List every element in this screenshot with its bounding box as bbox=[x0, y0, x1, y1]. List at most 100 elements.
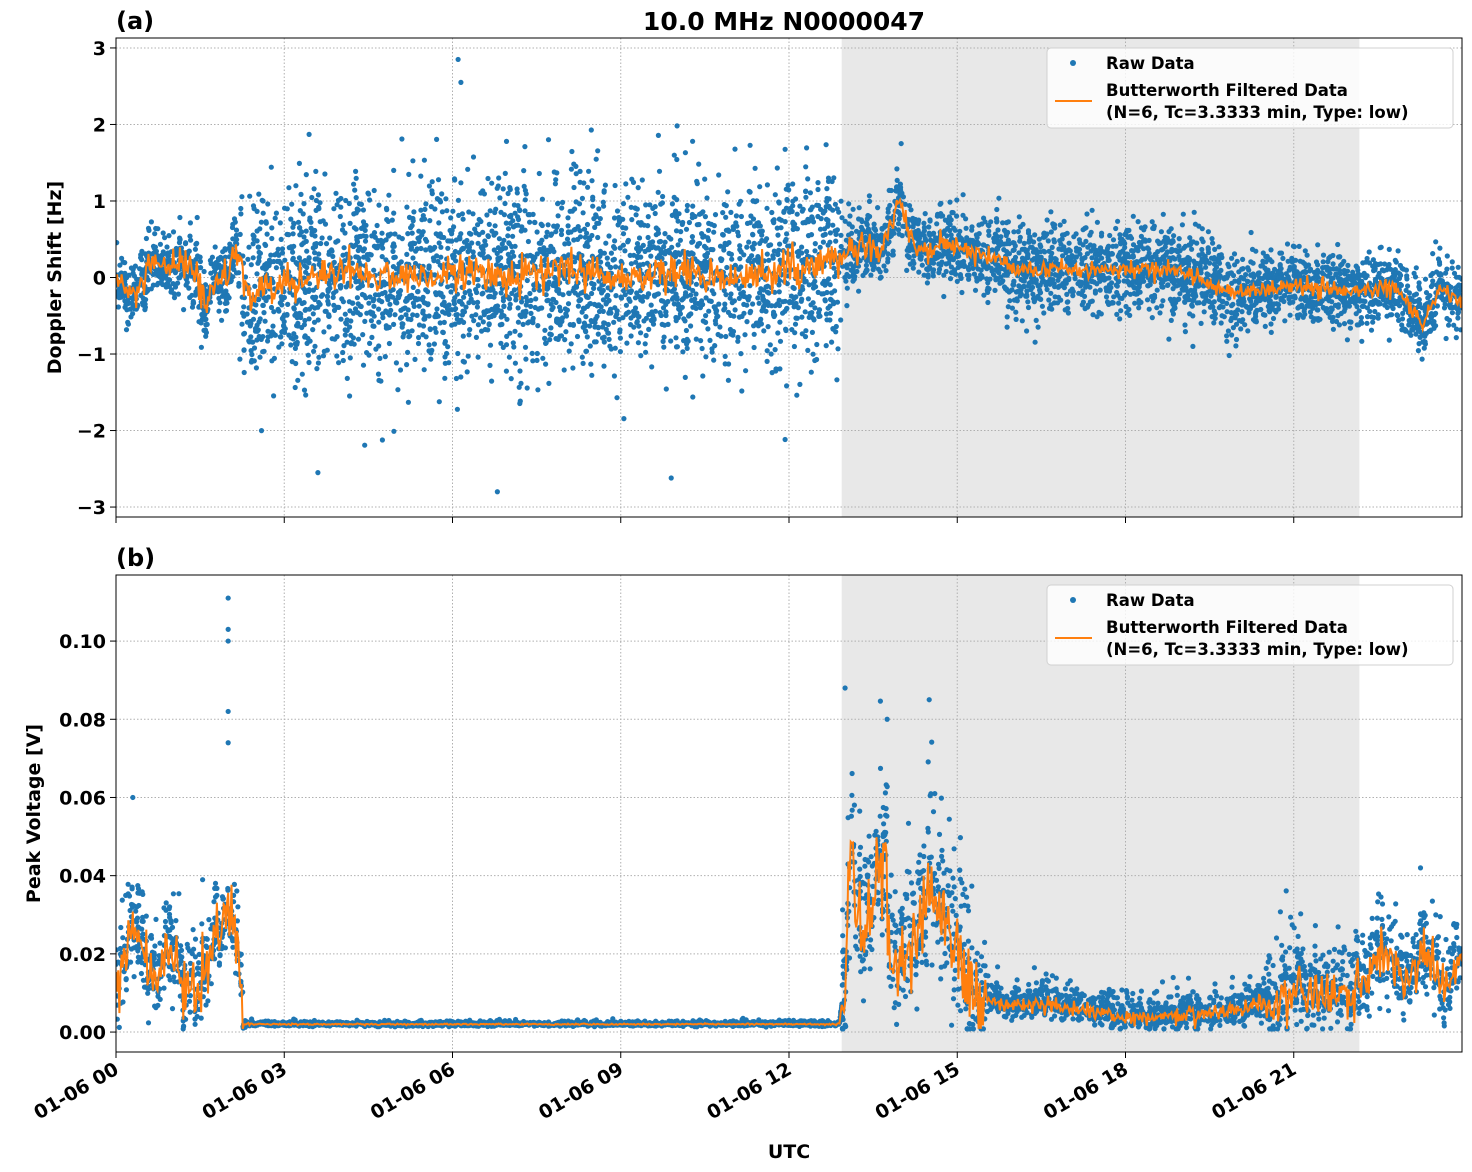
raw-data-point bbox=[977, 258, 983, 264]
raw-data-point bbox=[585, 184, 591, 190]
raw-data-point bbox=[1328, 305, 1334, 311]
raw-data-point bbox=[639, 298, 646, 304]
raw-data-point bbox=[808, 302, 814, 308]
raw-data-point bbox=[890, 252, 896, 258]
raw-data-point bbox=[491, 247, 497, 253]
raw-data-point bbox=[253, 302, 259, 308]
raw-data-point bbox=[586, 168, 592, 174]
raw-data-point bbox=[728, 312, 734, 318]
raw-data-point bbox=[590, 197, 596, 203]
raw-data-point bbox=[1041, 310, 1047, 316]
raw-data-point bbox=[514, 186, 520, 192]
raw-data-point bbox=[265, 201, 271, 207]
raw-data-point bbox=[710, 247, 716, 253]
raw-data-point bbox=[706, 298, 713, 304]
raw-data-point bbox=[373, 346, 379, 352]
raw-data-point bbox=[791, 343, 798, 350]
raw-data-point bbox=[1205, 229, 1211, 235]
raw-data-point bbox=[433, 290, 439, 296]
raw-data-point bbox=[460, 308, 466, 314]
raw-data-point bbox=[375, 371, 382, 377]
raw-data-point bbox=[883, 268, 889, 274]
raw-data-point bbox=[309, 194, 315, 201]
raw-data-point bbox=[582, 234, 588, 240]
raw-data-point bbox=[1176, 236, 1182, 242]
raw-data-point bbox=[635, 185, 641, 191]
raw-data-point bbox=[366, 300, 372, 306]
raw-data-point bbox=[547, 337, 553, 343]
raw-data-point bbox=[1160, 211, 1166, 217]
raw-data-point bbox=[1359, 338, 1365, 344]
raw-data-point bbox=[1145, 283, 1151, 289]
raw-data-point bbox=[524, 385, 530, 391]
raw-data-point bbox=[896, 216, 902, 222]
raw-data-point bbox=[652, 210, 658, 217]
raw-data-point bbox=[168, 289, 174, 295]
raw-data-point bbox=[595, 331, 601, 337]
raw-data-point bbox=[838, 198, 844, 204]
raw-data-point bbox=[838, 232, 844, 238]
raw-data-point bbox=[515, 319, 522, 325]
raw-data-point bbox=[546, 313, 553, 319]
raw-data-point bbox=[1046, 297, 1052, 303]
raw-data-point bbox=[415, 340, 422, 347]
raw-data-point bbox=[758, 316, 764, 322]
raw-data-point bbox=[360, 362, 367, 368]
raw-data-point bbox=[628, 261, 635, 267]
raw-data-point bbox=[1080, 288, 1086, 294]
raw-data-point bbox=[794, 392, 800, 398]
raw-data-point bbox=[522, 208, 528, 214]
raw-data-point bbox=[758, 286, 764, 292]
raw-data-point bbox=[558, 227, 565, 233]
raw-data-point bbox=[833, 231, 839, 237]
raw-data-point bbox=[201, 327, 207, 333]
raw-data-point bbox=[216, 308, 222, 314]
raw-data-point bbox=[410, 218, 416, 224]
raw-data-point bbox=[478, 218, 484, 225]
raw-data-point bbox=[198, 344, 204, 350]
raw-data-point bbox=[540, 355, 546, 361]
raw-data-point bbox=[395, 265, 401, 271]
raw-data-point bbox=[480, 243, 487, 249]
raw-data-point bbox=[1250, 260, 1256, 266]
raw-data-point bbox=[1015, 260, 1021, 266]
raw-data-point bbox=[1117, 249, 1123, 255]
raw-data-point bbox=[1191, 209, 1197, 215]
raw-data-point bbox=[516, 207, 523, 213]
raw-data-point bbox=[513, 293, 519, 299]
raw-data-point bbox=[1079, 261, 1085, 267]
raw-data-point bbox=[259, 197, 265, 203]
raw-data-point bbox=[807, 190, 814, 196]
raw-data-point bbox=[441, 299, 447, 305]
raw-data-point bbox=[1315, 242, 1321, 248]
raw-data-point bbox=[985, 280, 991, 286]
raw-data-point bbox=[347, 393, 353, 399]
raw-data-point bbox=[474, 289, 480, 296]
raw-data-point bbox=[504, 333, 510, 339]
raw-data-point bbox=[312, 250, 318, 256]
raw-data-point bbox=[193, 289, 199, 295]
raw-data-point bbox=[520, 321, 526, 327]
raw-data-point bbox=[628, 288, 635, 294]
raw-data-point bbox=[1448, 284, 1454, 290]
raw-data-point bbox=[1376, 270, 1382, 276]
raw-data-point bbox=[523, 294, 529, 300]
raw-data-point bbox=[301, 387, 308, 393]
raw-data-point bbox=[645, 214, 651, 220]
raw-data-point bbox=[1417, 334, 1423, 340]
raw-data-point bbox=[270, 323, 276, 329]
raw-data-point bbox=[116, 240, 120, 246]
raw-data-point bbox=[615, 222, 621, 228]
raw-data-point bbox=[1066, 240, 1072, 246]
raw-data-point bbox=[249, 351, 255, 358]
raw-data-point bbox=[403, 312, 409, 318]
raw-data-point bbox=[458, 180, 464, 186]
raw-data-point bbox=[1419, 356, 1425, 362]
raw-data-point bbox=[561, 367, 567, 373]
raw-data-point bbox=[453, 306, 459, 312]
raw-data-point bbox=[954, 197, 960, 203]
raw-data-point bbox=[661, 334, 667, 340]
raw-data-point bbox=[566, 348, 572, 354]
raw-data-point bbox=[1065, 310, 1071, 316]
raw-data-point bbox=[728, 209, 734, 215]
